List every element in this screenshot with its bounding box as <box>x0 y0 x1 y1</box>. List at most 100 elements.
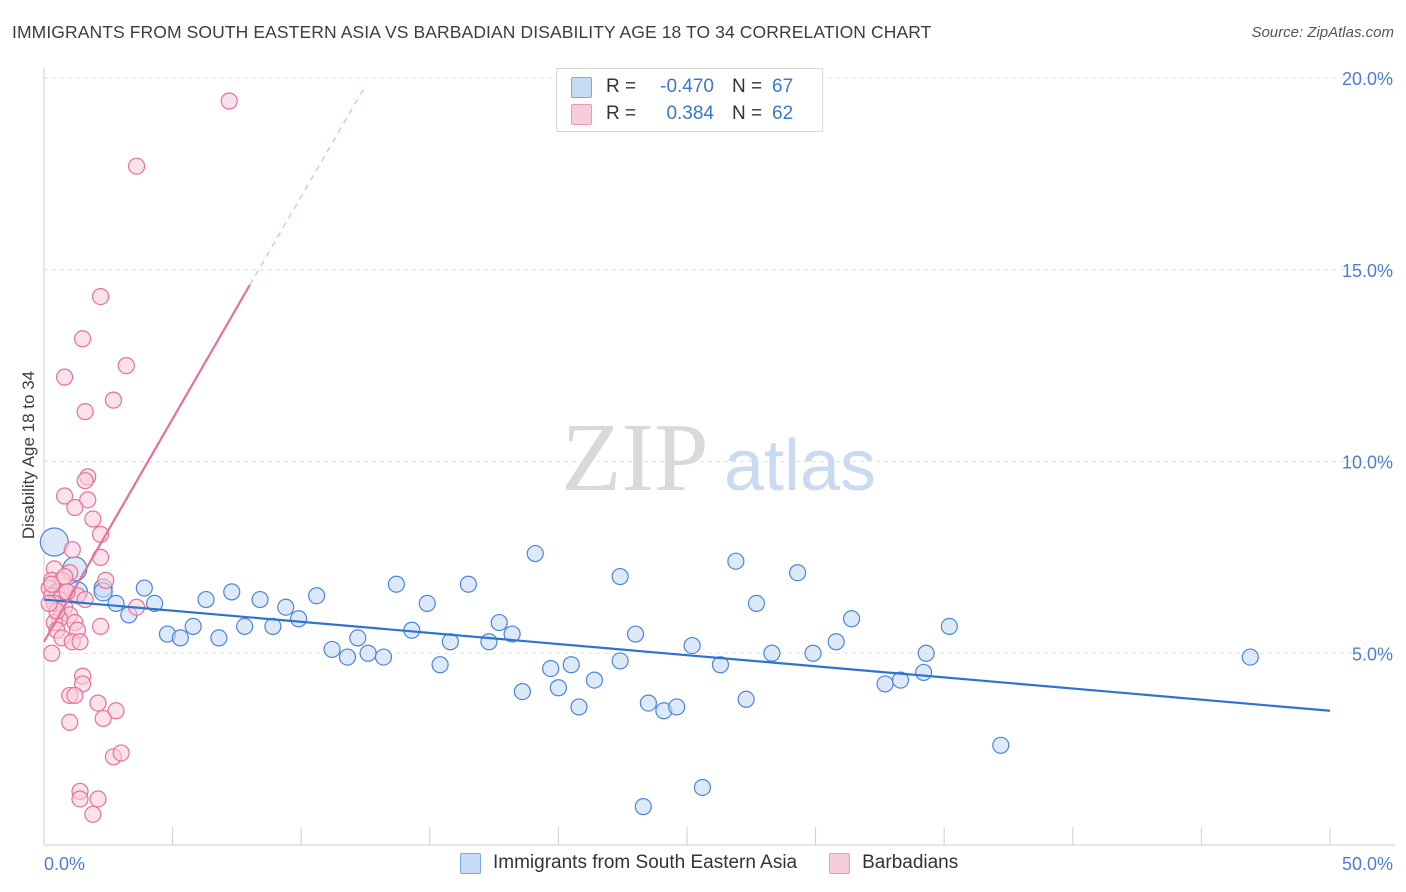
legend-row-barbadians: R = 0.384 N = 62 <box>571 101 793 127</box>
point-barbadians <box>117 357 135 375</box>
legend-n-label: N = <box>732 76 763 97</box>
point-immigrants <box>308 587 326 605</box>
point-immigrants <box>711 656 730 674</box>
point-barbadians <box>91 617 110 636</box>
point-barbadians <box>71 790 89 808</box>
point-barbadians <box>66 686 84 705</box>
legend-item-barbadians: Barbadians <box>829 852 958 874</box>
point-immigrants <box>513 682 531 701</box>
point-barbadians <box>40 594 58 612</box>
point-immigrants <box>184 617 202 636</box>
point-barbadians <box>76 403 94 421</box>
y-tick-label: 20.0% <box>1342 69 1393 89</box>
point-immigrants <box>251 590 269 609</box>
point-immigrants <box>323 640 341 659</box>
point-immigrants <box>459 575 477 593</box>
point-barbadians <box>55 567 74 586</box>
point-immigrants <box>236 617 254 636</box>
point-barbadians <box>127 157 146 175</box>
legend-swatch-blue <box>460 852 481 874</box>
point-barbadians <box>112 744 130 762</box>
point-immigrants <box>693 778 712 797</box>
point-immigrants <box>804 644 822 662</box>
point-immigrants <box>107 594 125 612</box>
y-tick-label: 15.0% <box>1342 261 1393 281</box>
legend-r-label: R = <box>606 103 637 124</box>
point-immigrants <box>418 594 436 612</box>
point-barbadians <box>66 498 84 517</box>
point-immigrants <box>526 544 544 563</box>
point-immigrants <box>359 644 377 662</box>
legend-swatch-pink <box>829 852 851 874</box>
point-barbadians <box>84 510 102 528</box>
legend-swatch-pink <box>571 103 592 125</box>
point-barbadians <box>76 590 94 609</box>
point-immigrants <box>431 656 449 674</box>
point-immigrants <box>387 575 405 593</box>
tick-labels: 5.0% 10.0% 15.0% 20.0% 0.0% 50.0% <box>44 69 1393 874</box>
legend-r-value: 0.384 <box>666 103 714 124</box>
point-immigrants <box>39 527 69 557</box>
point-immigrants <box>668 698 686 716</box>
point-immigrants <box>570 698 588 716</box>
point-immigrants <box>135 579 153 597</box>
point-immigrants <box>1241 648 1259 666</box>
point-barbadians <box>104 391 123 409</box>
point-immigrants <box>683 636 701 655</box>
point-barbadians <box>61 713 79 731</box>
point-barbadians <box>71 633 89 651</box>
gridlines <box>44 77 1395 654</box>
point-barbadians <box>97 571 115 589</box>
legend-n-label: N = <box>732 103 763 124</box>
watermark-zip: ZIP <box>562 404 709 512</box>
legend-r-value: -0.470 <box>660 76 714 97</box>
point-immigrants <box>349 629 367 647</box>
point-immigrants <box>940 617 958 636</box>
y-axis-label: Disability Age 18 to 34 <box>19 371 38 539</box>
point-immigrants <box>490 613 508 632</box>
point-barbadians <box>107 702 125 720</box>
point-immigrants <box>827 633 845 651</box>
point-immigrants <box>338 648 357 666</box>
point-immigrants <box>171 629 189 647</box>
point-immigrants <box>210 629 228 647</box>
point-barbadians <box>220 92 238 110</box>
watermark: ZIP atlas <box>562 404 877 512</box>
point-barbadians <box>84 805 102 823</box>
correlation-legend: R = -0.470 N = 67 R = 0.384 N = 62 <box>556 68 823 132</box>
point-barbadians <box>94 709 112 728</box>
point-barbadians <box>79 491 97 509</box>
point-immigrants <box>585 671 604 689</box>
point-barbadians <box>55 368 74 386</box>
point-immigrants <box>145 594 164 612</box>
legend-n-value: 62 <box>772 103 794 124</box>
point-immigrants <box>788 564 807 582</box>
point-barbadians <box>91 287 110 306</box>
point-immigrants <box>992 736 1010 754</box>
point-immigrants <box>611 567 629 586</box>
legend-label-immigrants: Immigrants from South Eastern Asia <box>493 852 798 873</box>
point-immigrants <box>747 594 766 612</box>
trend-lines <box>43 85 1331 712</box>
point-barbadians <box>55 487 74 505</box>
point-immigrants <box>634 798 652 816</box>
legend-item-immigrants: Immigrants from South Eastern Asia <box>460 852 797 874</box>
point-immigrants <box>503 625 521 643</box>
point-barbadians <box>89 790 107 808</box>
series-immigrants-points <box>39 527 1259 816</box>
x-tick-label-max: 50.0% <box>1342 854 1393 874</box>
point-immigrants <box>917 644 935 662</box>
point-immigrants <box>562 656 580 674</box>
trend-line-barbadians <box>43 284 251 643</box>
axes <box>43 68 1395 846</box>
point-immigrants <box>639 694 658 712</box>
point-immigrants <box>374 648 393 666</box>
x-tick-label-min: 0.0% <box>44 854 85 874</box>
point-immigrants <box>197 590 215 609</box>
point-barbadians <box>43 644 61 662</box>
y-tick-label: 5.0% <box>1352 644 1393 664</box>
series-barbadians-points <box>40 92 238 823</box>
point-immigrants <box>290 610 308 628</box>
point-immigrants <box>915 663 933 682</box>
